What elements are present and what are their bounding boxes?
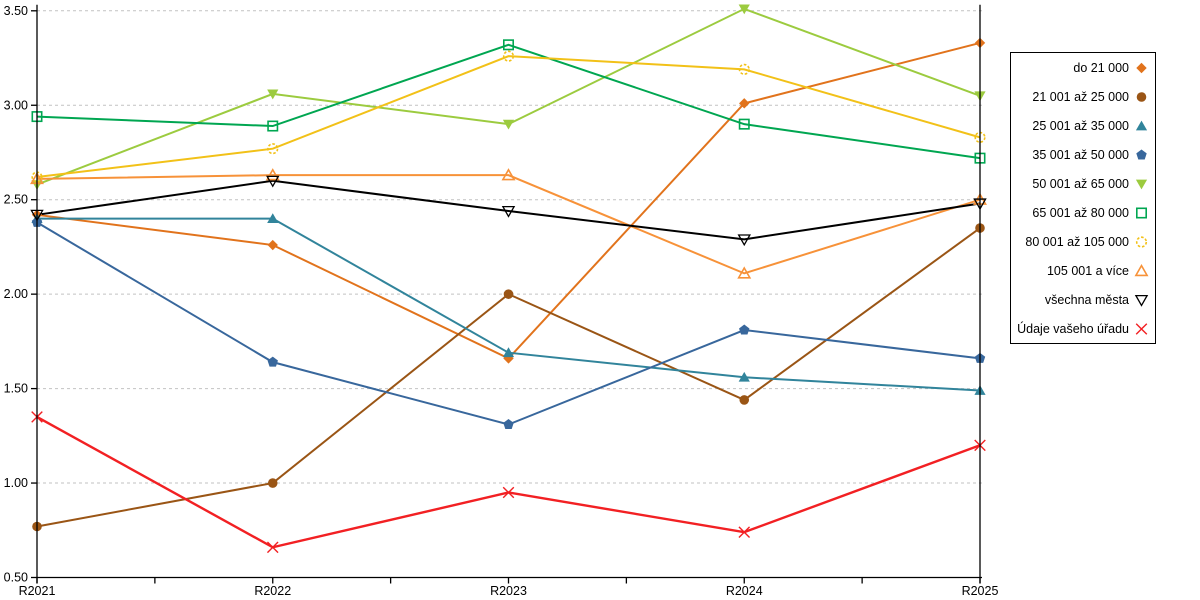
legend-item: 105 001 a více	[1011, 257, 1155, 285]
axes: 0.50 1.00 1.50 2.00 2.50 3.00 3.50 R2021 R2022 R2…	[4, 4, 999, 598]
legend-item-label: 21 001 až 25 000	[1032, 89, 1129, 104]
data-point	[267, 356, 278, 367]
series-markers	[31, 50, 986, 183]
data-point	[501, 205, 516, 218]
legend-item-label: 25 001 až 35 000	[1032, 118, 1129, 133]
y-axis-label: 2.00	[4, 287, 28, 301]
data-point	[503, 39, 514, 51]
legend-item-label: Údaje vašeho úřadu	[1017, 321, 1129, 336]
data-point	[738, 4, 750, 15]
x-axis-label: R2025	[962, 584, 999, 598]
data-point	[503, 418, 514, 429]
series-markers	[31, 39, 986, 164]
series-line	[36, 415, 981, 549]
series-markers	[31, 37, 986, 364]
triangle-down-marker-icon	[1134, 294, 1149, 307]
gridlines	[37, 10, 984, 484]
diamond-marker-icon	[1136, 62, 1147, 73]
data-point	[738, 63, 750, 75]
data-point	[738, 118, 750, 130]
legend-item: 50 001 až 65 000	[1011, 170, 1155, 198]
legend: do 21 000 21 001 až 25 000 25 001 až 35 00…	[1010, 52, 1156, 344]
y-axis-label: 3.00	[4, 98, 28, 112]
data-point	[265, 168, 280, 181]
y-axis-label: 3.50	[4, 4, 28, 18]
y-axis-label: 2.50	[4, 193, 28, 207]
legend-item-label: všechna města	[1044, 292, 1129, 307]
legend-item-label: 105 001 a více	[1046, 263, 1129, 278]
square-marker-icon	[1136, 207, 1147, 218]
legend-item-label: 65 001 až 80 000	[1032, 205, 1129, 220]
data-point	[267, 120, 279, 132]
data-point	[737, 266, 752, 279]
y-axis-label: 1.00	[4, 476, 28, 490]
data-point	[502, 50, 515, 62]
legend-item: do 21 000	[1011, 54, 1155, 82]
triangle-up-marker-icon	[1134, 263, 1149, 276]
legend-item-label: 80 001 až 105 000	[1025, 234, 1129, 249]
data-point	[267, 213, 279, 223]
data-point	[501, 168, 516, 181]
series-line	[36, 43, 981, 160]
series-markers	[31, 411, 986, 554]
series-line	[36, 221, 981, 426]
data-point	[267, 89, 279, 100]
series-line	[36, 41, 981, 360]
triangle-up-marker-icon	[1135, 120, 1148, 130]
data-point	[502, 486, 515, 499]
data-point	[739, 324, 750, 335]
x-axis-label: R2021	[19, 584, 56, 598]
legend-item: 65 001 až 80 000	[1011, 199, 1155, 227]
data-point	[267, 239, 278, 251]
data-point	[502, 119, 515, 130]
legend-item: všechna města	[1011, 286, 1155, 314]
triangle-down-marker-icon	[1135, 179, 1148, 189]
data-point	[737, 234, 751, 247]
pentagon-marker-icon	[1136, 149, 1147, 159]
circle-marker-icon	[1136, 91, 1147, 102]
legend-item-label: 50 001 až 65 000	[1032, 176, 1129, 191]
x-axis-label: R2023	[490, 584, 527, 598]
data-point	[267, 143, 279, 155]
data-point	[503, 289, 514, 299]
series-markers	[32, 223, 985, 532]
legend-item: 21 001 až 25 000	[1011, 83, 1155, 111]
legend-item: 35 001 až 50 000	[1011, 141, 1155, 169]
data-point	[503, 353, 514, 364]
series-line	[36, 55, 981, 179]
series-line	[36, 227, 981, 528]
data-point	[739, 395, 750, 405]
legend-item: 80 001 až 105 000	[1011, 228, 1155, 256]
legend-item-label: do 21 000	[1073, 60, 1129, 75]
x-axis-label: R2024	[726, 584, 763, 598]
data-point	[738, 526, 751, 538]
data-point	[266, 175, 280, 188]
legend-item: 25 001 až 35 000	[1011, 112, 1155, 140]
legend-item-label: 35 001 až 50 000	[1032, 147, 1129, 162]
y-axis-label: 0.50	[4, 571, 28, 585]
series-line	[36, 179, 981, 241]
data-point	[502, 347, 515, 358]
data-point	[267, 478, 278, 488]
series-markers	[31, 216, 986, 429]
circle-dashed-marker-icon	[1135, 235, 1148, 248]
legend-item: Údaje vašeho úřadu	[1011, 315, 1155, 343]
x-marker-icon	[1135, 322, 1148, 335]
data-point	[738, 371, 750, 382]
data-point	[266, 541, 279, 554]
series-line	[36, 174, 981, 275]
x-axis-label: R2022	[254, 584, 291, 598]
data-point	[739, 98, 750, 109]
y-axis-label: 1.50	[4, 382, 28, 396]
